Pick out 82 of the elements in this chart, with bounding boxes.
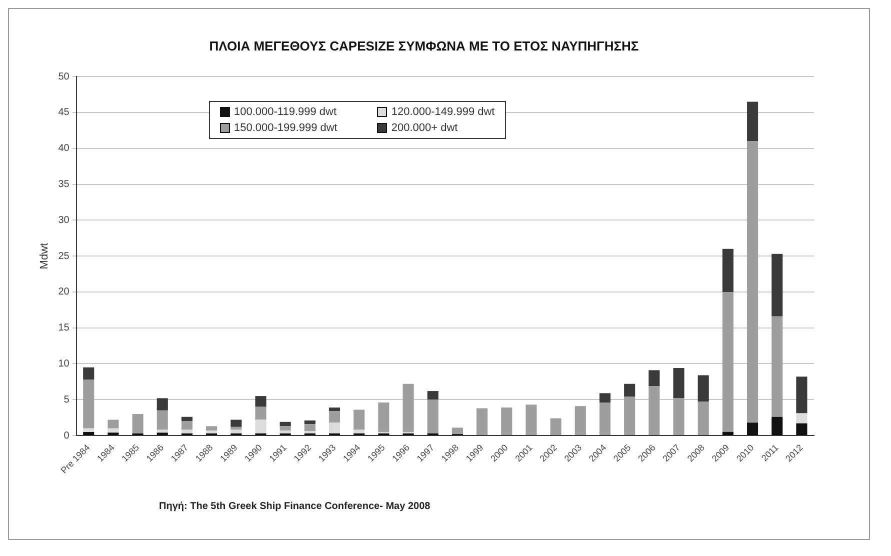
- bar: [746, 102, 758, 142]
- bar: [230, 420, 242, 427]
- legend-label: 120.000-149.999 dwt: [391, 106, 495, 118]
- y-tick-label: 0: [64, 430, 70, 442]
- legend-label: 150.000-199.999 dwt: [234, 122, 338, 134]
- bar: [673, 398, 684, 436]
- bar: [181, 416, 193, 422]
- bar: [796, 423, 808, 436]
- legend-label: 200.000+ dwt: [391, 122, 458, 134]
- bar: [354, 410, 365, 430]
- chart-title: ΠΛΟΙΑ ΜΕΓΕΘΟΥΣ CAPESIZE ΣΥΜΦΩΝΑ ΜΕ ΤΟ ΕΤΟΣ ΝΑΥΠΗΓΗΣΗΣ: [209, 38, 639, 54]
- bar: [280, 426, 291, 431]
- bar: [624, 396, 636, 436]
- y-tick-label: 15: [58, 322, 70, 334]
- bar: [304, 424, 316, 432]
- bar: [427, 400, 438, 434]
- y-tick-label: 25: [58, 250, 70, 262]
- bar: [280, 422, 291, 426]
- bar: [648, 370, 660, 386]
- bar: [746, 422, 758, 436]
- bar: [452, 428, 463, 434]
- bar: [230, 426, 242, 430]
- bar: [328, 422, 340, 434]
- bar: [772, 416, 783, 436]
- bar: [722, 248, 734, 292]
- bar: [354, 430, 365, 434]
- bar: [280, 430, 291, 434]
- bar: [255, 420, 266, 434]
- bar: [772, 316, 783, 417]
- bar: [574, 406, 586, 436]
- bar: [132, 414, 144, 434]
- bar: [156, 410, 168, 430]
- bar: [83, 367, 94, 380]
- bar: [181, 430, 193, 434]
- bar: [624, 384, 636, 397]
- bar: [698, 375, 709, 402]
- bar: [501, 408, 512, 436]
- bar: [255, 396, 266, 407]
- y-tick-label: 5: [64, 394, 70, 406]
- y-axis-title: Mdwt: [38, 242, 51, 270]
- bar: [83, 380, 94, 428]
- bar: [206, 426, 218, 431]
- bar: [550, 418, 562, 436]
- bar: [181, 421, 193, 430]
- bar: [796, 413, 808, 424]
- bar: [156, 432, 168, 436]
- bar: [83, 428, 94, 432]
- bar: [108, 420, 119, 428]
- y-tick-label: 45: [58, 107, 70, 118]
- bar: [476, 408, 488, 436]
- bar: [722, 432, 734, 436]
- legend-label: 100.000-119.999 dwt: [234, 106, 337, 118]
- y-tick-label: 20: [58, 286, 70, 298]
- bar: [328, 408, 340, 412]
- bar: [526, 404, 537, 436]
- bar: [599, 393, 611, 403]
- bar: [206, 430, 218, 434]
- y-tick-label: 35: [58, 179, 70, 190]
- bar: [156, 398, 168, 410]
- bar: [648, 386, 660, 436]
- bar: [772, 254, 783, 316]
- bar: [255, 406, 266, 420]
- bar: [328, 411, 340, 423]
- y-tick-label: 30: [58, 214, 70, 226]
- bar: [230, 430, 242, 434]
- bar: [673, 368, 684, 398]
- bar: [402, 384, 414, 432]
- bar: [378, 402, 390, 432]
- bar: [698, 402, 709, 436]
- y-tick-label: 40: [58, 143, 70, 154]
- bar: [722, 292, 734, 432]
- bar: [83, 432, 94, 436]
- y-tick-label: 10: [58, 358, 70, 370]
- bar: [746, 141, 758, 423]
- bar: [304, 420, 316, 424]
- bar: [108, 428, 119, 433]
- bar: [599, 402, 611, 436]
- bar: [796, 376, 808, 414]
- bar: [427, 391, 438, 400]
- bar: [108, 432, 119, 436]
- y-tick-label: 50: [58, 71, 70, 82]
- text: Πηγή: The 5th Greek Ship Finance Conference- May 2008: [159, 501, 430, 512]
